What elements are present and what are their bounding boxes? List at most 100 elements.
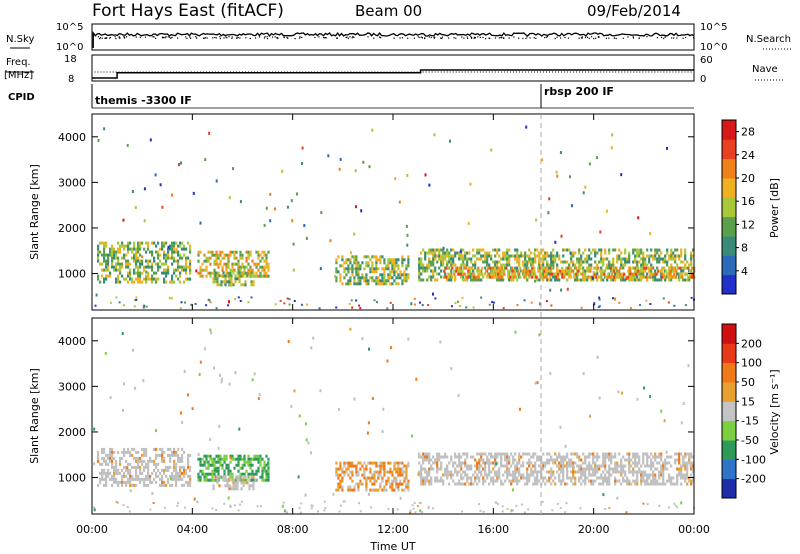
noise-search-point (671, 37, 673, 39)
scatter-cell (656, 248, 659, 252)
scatter-cell (516, 467, 519, 471)
scatter-cell (173, 459, 176, 463)
scatter-cell (501, 266, 504, 270)
scatter-cell (395, 485, 398, 489)
scatter-cell (217, 457, 220, 461)
scatter-cell (550, 257, 553, 261)
scatter-cell (669, 269, 672, 273)
scatter-cell (580, 482, 583, 486)
scatter-cell (111, 477, 114, 481)
scatter-cell (687, 275, 690, 279)
scatter-cell (145, 465, 148, 469)
scatter-cell (588, 467, 591, 471)
scatter-cell (347, 464, 350, 468)
scatter-point (442, 246, 445, 250)
scatter-cell (397, 485, 400, 489)
scatter-cell (539, 266, 542, 270)
scatter-cell (668, 455, 671, 459)
scatter-cell (584, 257, 587, 261)
nave-point (537, 71, 538, 73)
noise-search-point (467, 37, 469, 39)
scatter-cell (365, 482, 368, 486)
scatter-cell (243, 460, 246, 464)
noise-search-point (564, 37, 566, 39)
scatter-cell (179, 474, 182, 478)
nave-point (527, 71, 529, 73)
scatter-cell (538, 263, 541, 267)
scatter-cell (335, 261, 338, 265)
scatter-point (343, 500, 346, 503)
scatter-cell (117, 277, 120, 281)
scatter-cell (389, 270, 392, 274)
scatter-cell (243, 463, 246, 467)
scatter-cell (464, 257, 467, 261)
scatter-cell (639, 275, 642, 279)
scatter-cell (652, 476, 655, 480)
scatter-cell (335, 258, 338, 262)
scatter-cell (688, 479, 691, 483)
nave-point (518, 71, 520, 73)
noise-search-point (588, 37, 590, 39)
scatter-cell (570, 458, 573, 462)
scatter-cell (470, 479, 473, 483)
scatter-point (411, 504, 414, 507)
scatter-cell (481, 272, 484, 276)
scatter-cell (207, 250, 210, 254)
scatter-cell (672, 482, 675, 486)
scatter-cell (662, 257, 665, 261)
scatter-cell (131, 247, 134, 251)
scatter-cell (630, 464, 633, 468)
scatter-cell (680, 473, 683, 477)
scatter-point (290, 404, 293, 408)
scatter-cell (678, 461, 681, 465)
scatter-cell (628, 251, 631, 255)
scatter-cell (113, 268, 116, 272)
scatter-cell (139, 468, 142, 472)
scatter-cell (242, 271, 245, 275)
noise-search-point (97, 36, 99, 38)
scatter-cell (115, 262, 118, 266)
scatter-cell (223, 454, 226, 458)
noise-search-point (638, 37, 640, 39)
scatter-cell (561, 275, 564, 279)
scatter-cell (143, 480, 146, 484)
scatter-cell (628, 467, 631, 471)
scatter-cell (458, 452, 461, 456)
scatter-cell (580, 476, 583, 480)
scatter-cell (690, 263, 693, 267)
scatter-point (190, 303, 193, 306)
scatter-cell (199, 274, 202, 278)
scatter-cell (494, 464, 497, 468)
scatter-cell (163, 483, 166, 487)
scatter-cell (522, 263, 525, 267)
scatter-cell (442, 482, 445, 486)
scatter-cell (147, 474, 150, 478)
scatter-point (309, 451, 312, 455)
scatter-cell (233, 268, 236, 272)
colorbar-swatch (722, 420, 736, 441)
scatter-cell (177, 459, 180, 463)
scatter-cell (379, 467, 382, 471)
scatter-cell (179, 456, 182, 460)
scatter-cell (259, 454, 262, 458)
scatter-cell (395, 276, 398, 280)
scatter-cell (121, 274, 124, 278)
scatter-cell (608, 263, 611, 267)
scatter-cell (604, 269, 607, 273)
scatter-cell (686, 278, 689, 282)
scatter-cell (377, 470, 380, 474)
scatter-cell (474, 254, 477, 258)
scatter-cell (253, 457, 256, 461)
scatter-point (263, 223, 266, 227)
scatter-cell (163, 241, 166, 245)
noise-search-point (595, 37, 597, 39)
scatter-cell (339, 279, 342, 283)
scatter-cell (476, 461, 479, 465)
scatter-cell (399, 479, 402, 483)
scatter-cell (259, 271, 262, 275)
scatter-point (323, 509, 326, 512)
scatter-cell (426, 476, 429, 480)
noise-search-point (271, 36, 274, 38)
scatter-cell (664, 461, 667, 465)
scatter-cell (482, 260, 485, 264)
